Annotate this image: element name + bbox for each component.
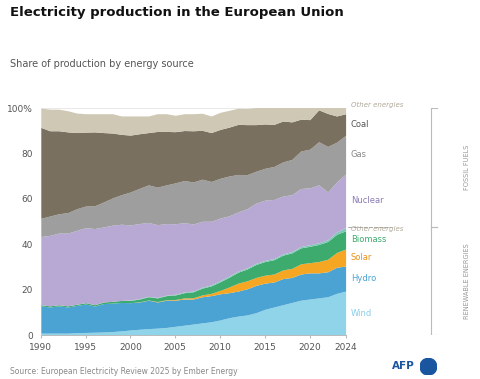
Text: RENEWABLE ENERGIES: RENEWABLE ENERGIES bbox=[464, 244, 469, 319]
Text: Electricity production in the European Union: Electricity production in the European U… bbox=[10, 6, 343, 19]
Text: Hydro: Hydro bbox=[351, 274, 376, 283]
Text: Coal: Coal bbox=[351, 120, 369, 129]
Text: Nuclear: Nuclear bbox=[351, 196, 384, 205]
Text: Other energies: Other energies bbox=[351, 226, 403, 232]
Text: Gas: Gas bbox=[351, 150, 367, 159]
Text: Biomass: Biomass bbox=[351, 235, 386, 244]
Circle shape bbox=[420, 358, 437, 375]
Text: Wind: Wind bbox=[351, 309, 372, 318]
Text: Solar: Solar bbox=[351, 253, 372, 262]
Text: FOSSIL FUELS: FOSSIL FUELS bbox=[464, 145, 469, 190]
Text: Other energies: Other energies bbox=[351, 102, 403, 108]
Text: AFP: AFP bbox=[393, 361, 415, 371]
Text: Share of production by energy source: Share of production by energy source bbox=[10, 59, 193, 69]
Text: Source: European Electricity Review 2025 by Ember Energy: Source: European Electricity Review 2025… bbox=[10, 367, 237, 376]
